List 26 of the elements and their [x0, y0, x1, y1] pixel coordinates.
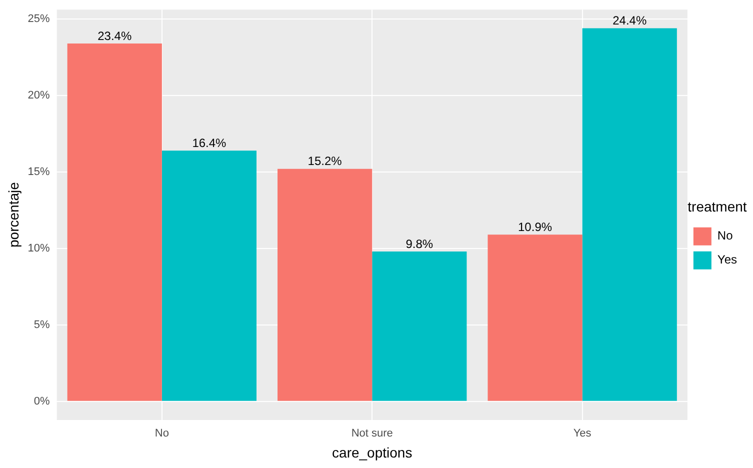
legend-label: Yes [717, 252, 737, 267]
x-axis-title: care_options [332, 444, 412, 460]
y-tick-label: 5% [34, 318, 50, 331]
data-label: 16.4% [192, 136, 227, 150]
data-label: 15.2% [308, 154, 342, 168]
x-tick-label: Yes [573, 428, 592, 440]
bar [162, 150, 257, 401]
y-axis-title: porcentaje [5, 182, 22, 248]
x-tick-label: Not sure [351, 428, 393, 440]
data-label: 24.4% [612, 14, 647, 28]
bar [278, 168, 372, 401]
legend-label: No [717, 228, 734, 243]
bar [582, 28, 677, 401]
data-label: 9.8% [406, 236, 434, 251]
data-label: 23.4% [98, 28, 132, 43]
legend-title: treatment [688, 198, 747, 214]
y-tick-label: 10% [28, 242, 50, 254]
y-tick-label: 20% [28, 90, 50, 102]
bar [488, 234, 582, 401]
bar [372, 252, 467, 401]
y-tick-label: 25% [28, 13, 50, 26]
y-tick-label: 15% [28, 166, 50, 178]
data-label: 10.9% [518, 220, 552, 234]
bar [67, 44, 162, 401]
y-tick-label: 0% [34, 395, 50, 408]
x-tick-label: No [154, 428, 169, 440]
